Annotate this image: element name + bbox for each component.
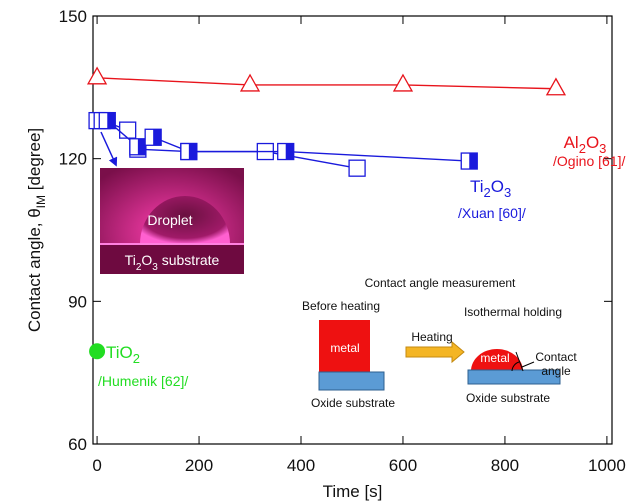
- marker: [89, 343, 105, 359]
- angle-label: Contact: [535, 350, 577, 364]
- series-line: [97, 78, 556, 89]
- substrate-label: Oxide substrate: [466, 391, 550, 405]
- text-part: TiO: [106, 343, 133, 362]
- series-reference: /Xuan [60]/: [458, 205, 526, 221]
- subscript: 3: [504, 185, 511, 200]
- marker-fill: [107, 113, 115, 129]
- marker: [88, 68, 106, 84]
- x-tick-label: 400: [287, 456, 315, 475]
- marker-fill: [286, 144, 294, 160]
- angle-pointer: [522, 362, 534, 367]
- marker-fill: [153, 129, 161, 145]
- text-part: Al: [564, 133, 579, 152]
- marker: [547, 79, 565, 95]
- x-tick-label: 1000: [588, 456, 626, 475]
- marker: [394, 75, 412, 91]
- x-axis-label: Time [s]: [323, 482, 383, 501]
- y-tick-label: 150: [59, 7, 87, 26]
- heating-arrow: [406, 342, 464, 362]
- series-reference: /Humenik [62]/: [98, 373, 188, 389]
- chart: 0 200 400 600 800 1000 60 90 120 150 Time [s] Conta…: [0, 0, 637, 503]
- before-label: Before heating: [302, 299, 380, 313]
- text-part: Ti: [470, 177, 484, 196]
- metal-label: metal: [330, 341, 359, 355]
- y-axis-label: Contact angle, θIM [degree]: [25, 128, 48, 332]
- marker-fill: [469, 153, 477, 169]
- arrow-label: Heating: [411, 330, 452, 344]
- y-tick-label: 90: [68, 292, 87, 311]
- x-tick-label: 800: [491, 456, 519, 475]
- subscript: IM: [34, 195, 48, 208]
- text-part: Ti: [125, 252, 136, 268]
- photo-droplet-label: Droplet: [147, 212, 192, 228]
- text-part: O: [141, 252, 152, 268]
- series-label: TiO2: [106, 343, 140, 366]
- subscript: 2: [133, 351, 140, 366]
- metal-label: metal: [480, 351, 509, 365]
- marker: [349, 160, 365, 176]
- series-label: Ti2O3: [470, 177, 511, 200]
- marker-fill: [189, 144, 197, 160]
- subscript: 2: [484, 185, 491, 200]
- y-tick-label: 60: [68, 435, 87, 454]
- series-reference: /Ogino [61]/: [553, 153, 625, 169]
- x-tick-label: 600: [389, 456, 417, 475]
- marker: [120, 122, 136, 138]
- text-part: substrate: [158, 252, 220, 268]
- text-part: O: [491, 177, 504, 196]
- x-tick-label: 0: [92, 456, 101, 475]
- substrate-label: Oxide substrate: [311, 396, 395, 410]
- inset-arrow: [101, 132, 116, 165]
- after-label: Isothermal holding: [464, 305, 562, 319]
- marker: [241, 75, 259, 91]
- y-tick-label: 120: [59, 150, 87, 169]
- angle-label: angle: [541, 364, 571, 378]
- text-part: Contact angle, θ: [25, 208, 44, 332]
- substrate-before: [319, 372, 384, 390]
- x-tick-label: 200: [185, 456, 213, 475]
- schematic-title: Contact angle measurement: [365, 276, 516, 290]
- text-part: O: [586, 133, 599, 152]
- text-part: [degree]: [25, 128, 44, 195]
- angle-symbol: θ: [519, 344, 526, 358]
